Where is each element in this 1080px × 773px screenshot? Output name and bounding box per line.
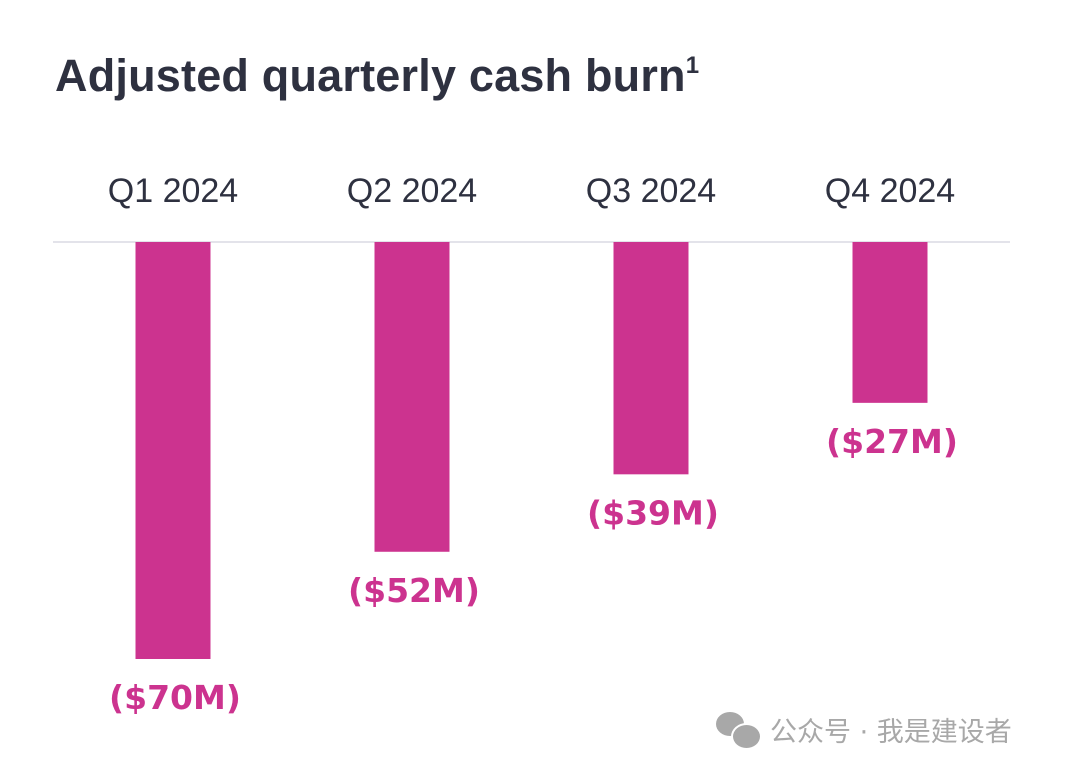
chart-title-text: Adjusted quarterly cash burn [55, 50, 686, 101]
chart-title: Adjusted quarterly cash burn1 [55, 50, 699, 102]
category-label: Q4 2024 [825, 172, 955, 210]
watermark-text: 公众号 · 我是建设者 [770, 717, 1012, 748]
data-label: ($27M) [826, 422, 958, 461]
data-label: ($39M) [587, 493, 719, 532]
category-label: Q2 2024 [347, 172, 477, 210]
bar [135, 242, 211, 659]
watermark: 公众号 · 我是建设者 [716, 710, 1012, 750]
bar [374, 242, 450, 552]
data-label: ($70M) [109, 678, 241, 717]
title-footnote: 1 [685, 52, 700, 79]
bar [852, 242, 928, 403]
data-label: ($52M) [348, 571, 480, 610]
wechat-icon [716, 711, 762, 750]
category-label: Q1 2024 [108, 172, 238, 210]
bar [613, 242, 689, 475]
category-label: Q3 2024 [586, 172, 716, 210]
